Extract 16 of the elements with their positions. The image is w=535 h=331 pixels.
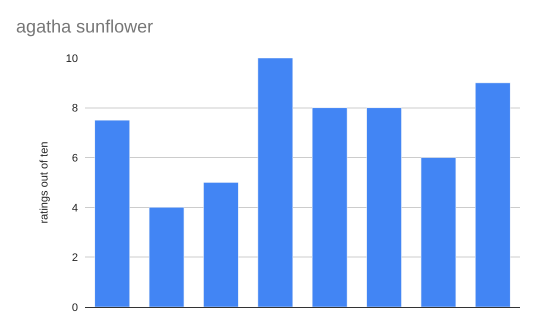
bar xyxy=(366,108,402,307)
bar xyxy=(475,82,510,307)
y-tick-label: 10 xyxy=(66,52,78,65)
bar xyxy=(203,182,239,307)
bar xyxy=(312,108,348,307)
y-axis-title: ratings out of ten xyxy=(38,142,50,224)
y-tick-label: 8 xyxy=(72,102,78,115)
y-tick-label: 4 xyxy=(72,202,78,214)
bar xyxy=(148,207,184,307)
chart-title: agatha sunflower xyxy=(16,16,154,36)
bar xyxy=(258,58,293,307)
bar xyxy=(420,157,456,307)
y-tick-label: 0 xyxy=(72,302,78,314)
y-tick-label: 6 xyxy=(72,152,78,164)
y-tick-label: 2 xyxy=(72,252,78,264)
bar xyxy=(94,120,130,307)
